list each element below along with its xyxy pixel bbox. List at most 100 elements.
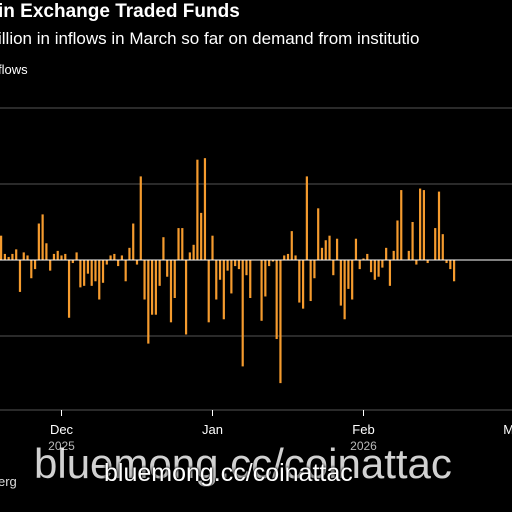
bar <box>173 260 176 298</box>
bar <box>426 260 429 264</box>
bar <box>339 260 342 306</box>
bar <box>283 255 286 260</box>
x-tick-label: Mar <box>503 422 512 437</box>
bar <box>177 228 180 260</box>
chart-subtitle: illion in inflows in March so far on dem… <box>0 29 420 48</box>
bar <box>132 223 135 260</box>
bar <box>215 260 218 300</box>
bar <box>3 253 6 260</box>
bar <box>86 260 90 274</box>
bar <box>41 214 44 260</box>
x-year-label: 2026 <box>350 439 377 453</box>
bar <box>181 228 184 260</box>
bar <box>381 260 384 268</box>
bar <box>7 256 10 260</box>
bar <box>0 235 3 260</box>
bar <box>158 260 161 286</box>
bar <box>192 244 195 260</box>
bar <box>207 260 210 323</box>
bar <box>419 188 422 260</box>
bar <box>358 260 361 270</box>
bar <box>298 260 301 303</box>
bar <box>109 255 112 260</box>
bar <box>98 260 101 300</box>
x-tick-label: Feb <box>352 422 374 437</box>
bar <box>313 260 316 279</box>
x-tick-label: Jan <box>202 422 223 437</box>
bar <box>411 222 414 260</box>
bar <box>437 191 441 260</box>
bar <box>369 260 373 273</box>
bar <box>26 255 29 260</box>
x-year-label: 2025 <box>48 439 75 453</box>
bar <box>15 249 18 260</box>
bar <box>264 260 267 297</box>
bar <box>166 260 169 277</box>
bar <box>385 247 388 260</box>
bar <box>83 260 86 286</box>
bar <box>60 255 63 260</box>
bar <box>422 190 425 260</box>
bar <box>67 260 71 318</box>
bar <box>101 260 105 283</box>
bar <box>211 235 214 260</box>
bar <box>335 238 339 260</box>
bar <box>260 260 263 321</box>
bar <box>275 260 278 340</box>
bar <box>373 260 376 280</box>
bar <box>75 252 78 260</box>
bar <box>151 260 154 315</box>
bar <box>434 228 437 260</box>
bar <box>388 260 392 286</box>
bar <box>396 220 399 260</box>
bar <box>305 176 308 260</box>
bar <box>37 223 40 260</box>
bar <box>351 260 354 300</box>
bar <box>45 243 48 260</box>
bar <box>30 260 33 279</box>
bar <box>347 260 350 289</box>
bar <box>268 260 271 267</box>
bar <box>11 253 14 260</box>
bar <box>377 260 380 277</box>
bar <box>241 260 244 367</box>
bar <box>56 250 59 260</box>
bar <box>302 260 305 309</box>
bar <box>294 255 297 260</box>
bar <box>124 260 127 282</box>
bar <box>90 260 93 286</box>
bar <box>128 247 131 260</box>
bar <box>309 260 312 302</box>
bar <box>105 260 108 265</box>
bar <box>234 260 237 267</box>
bar <box>249 260 252 298</box>
bar <box>237 260 241 270</box>
bar <box>203 158 207 260</box>
bar <box>332 260 335 276</box>
bar <box>230 260 233 294</box>
bar <box>169 260 173 323</box>
bar <box>188 252 191 260</box>
bar <box>117 260 120 267</box>
bar <box>415 260 418 265</box>
bar <box>33 260 37 270</box>
bar <box>162 237 165 260</box>
bar <box>290 231 293 260</box>
source-label: erg <box>0 474 17 489</box>
bar <box>328 235 331 260</box>
bar <box>49 260 52 271</box>
bar <box>200 212 203 260</box>
bar <box>271 260 274 262</box>
watermark-large: bluemong.cc/coinattac <box>34 440 452 487</box>
bar <box>18 260 22 292</box>
bar <box>71 260 74 264</box>
bar <box>362 258 365 260</box>
bar <box>453 260 456 282</box>
bar <box>222 260 225 320</box>
bar <box>52 253 56 260</box>
bar <box>400 190 403 260</box>
x-tick-label: Dec <box>50 422 74 437</box>
bar <box>279 260 282 384</box>
bar <box>196 159 199 260</box>
